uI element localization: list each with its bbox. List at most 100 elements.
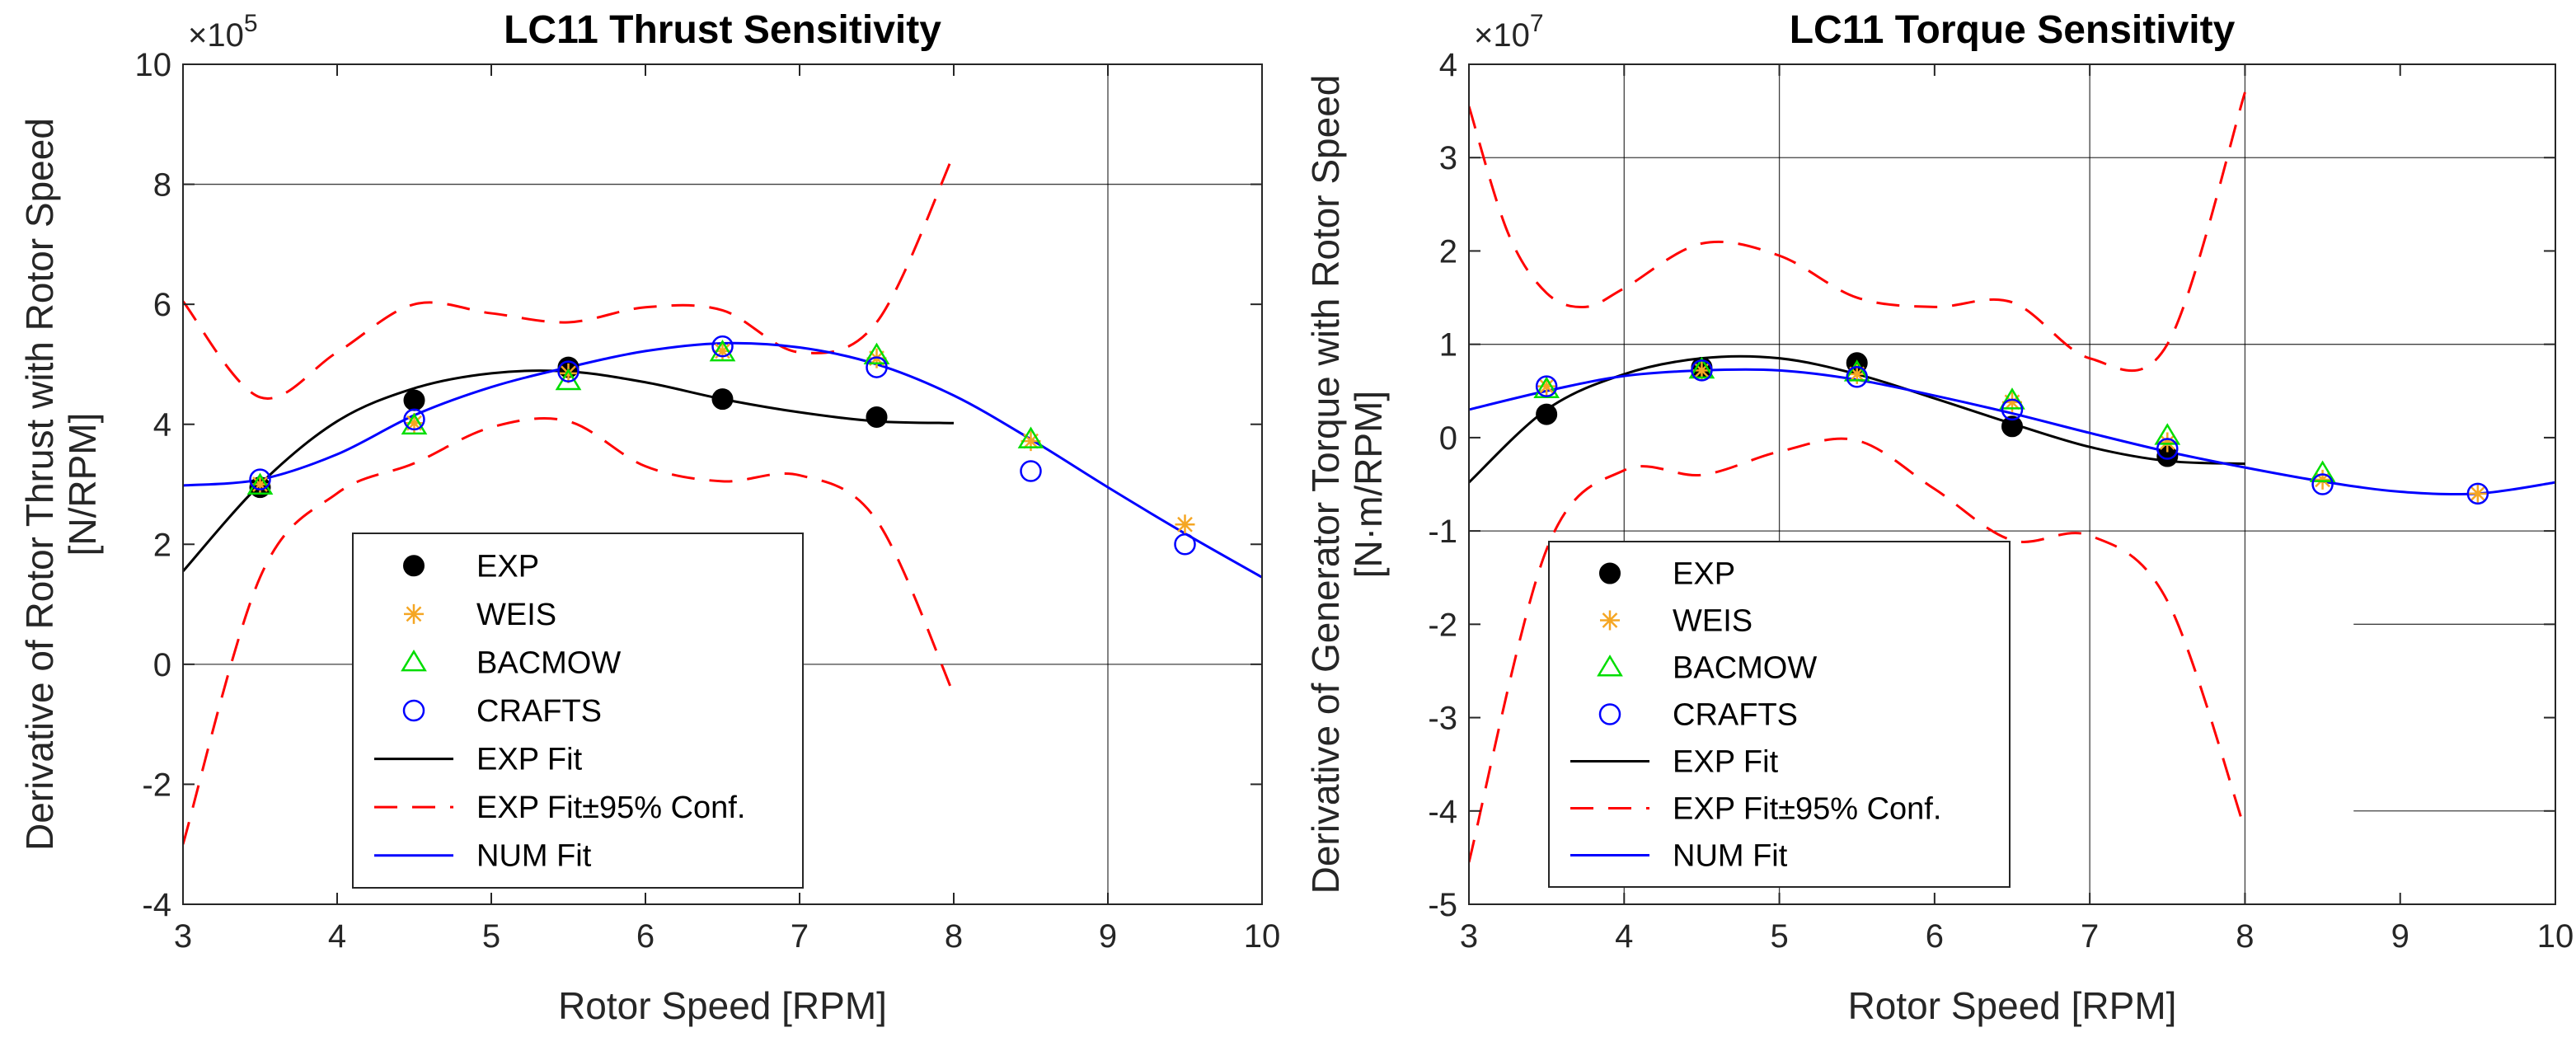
point-weis	[404, 413, 425, 434]
point-weis	[2002, 392, 2022, 412]
legend-marker	[402, 699, 425, 722]
y-tick-label: -4	[142, 887, 171, 923]
point-weis	[1537, 376, 1557, 396]
legend-label: CRAFTS	[476, 694, 602, 729]
point-bacmow	[709, 339, 736, 362]
chart-title: LC11 Thrust Sensitivity	[504, 8, 941, 52]
legend-label: EXP	[476, 549, 539, 584]
x-tick-label: 7	[791, 918, 809, 955]
y-tick-label: -3	[1428, 701, 1457, 737]
legend: EXP WEIS BACMOW CRAFTS EXP Fit EXP Fit±95% Co…	[1548, 541, 2011, 888]
series-exp-fit-95-conf-lower-line	[1469, 437, 2246, 863]
y-axis-label-line-1: Derivative of Rotor Thrust with Rotor Sp…	[18, 118, 61, 851]
y-multiplier-exp: 5	[244, 10, 258, 37]
legend-marker	[1597, 655, 1623, 677]
y-tick-label: -4	[1428, 794, 1457, 830]
y-tick-label: 6	[153, 287, 171, 323]
point-crafts	[557, 360, 579, 382]
legend-label: CRAFTS	[1673, 698, 1798, 733]
x-axis-label: Rotor Speed [RPM]	[558, 984, 887, 1027]
legend-marker	[1598, 703, 1621, 725]
x-tick-label: 8	[2236, 918, 2254, 955]
y-axis-label-line-1: Derivative of Generator Torque with Roto…	[1304, 75, 1347, 894]
legend-box	[352, 533, 804, 889]
point-exp	[866, 406, 888, 428]
legend-label: NUM Fit	[476, 839, 592, 874]
series-num-fit-line	[183, 341, 1262, 579]
x-tick-label: 5	[1770, 918, 1788, 955]
y-multiplier-exp: 7	[1530, 10, 1544, 37]
point-crafts	[711, 335, 734, 358]
point-crafts	[1020, 460, 1042, 482]
point-weis	[2157, 432, 2178, 453]
point-exp	[1536, 403, 1558, 425]
point-bacmow	[863, 342, 890, 365]
x-tick-label: 9	[1099, 918, 1117, 955]
point-bacmow	[1999, 387, 2025, 410]
axes-box	[182, 63, 1263, 905]
legend: EXP WEIS BACMOW CRAFTS EXP Fit EXP Fit±95% Co…	[352, 533, 804, 889]
y-multiplier: ×107	[1474, 10, 1544, 54]
x-tick-label: 4	[1615, 918, 1633, 955]
legend-box	[1548, 541, 2011, 888]
point-crafts	[1535, 375, 1558, 397]
y-tick-label: -5	[1428, 887, 1457, 923]
legend-marker	[401, 649, 427, 672]
legend-label: WEIS	[476, 598, 556, 632]
y-tick-label: 3	[1439, 140, 1457, 176]
point-crafts	[1846, 366, 1868, 388]
y-tick-label: 0	[153, 647, 171, 683]
point-weis	[1692, 360, 1712, 381]
legend-marker	[404, 603, 424, 624]
point-exp	[711, 388, 734, 411]
y-tick-label: 4	[153, 407, 171, 443]
x-tick-label: 3	[1460, 918, 1478, 955]
point-bacmow	[1017, 426, 1044, 448]
y-tick-label: -2	[142, 767, 171, 803]
legend-label: EXP Fit	[476, 743, 583, 777]
y-multiplier-base: ×10	[1474, 17, 1530, 54]
legend-label: BACMOW	[476, 645, 621, 680]
x-tick-label: 4	[328, 918, 346, 955]
point-crafts	[866, 356, 888, 378]
x-tick-label: 10	[2537, 918, 2574, 955]
series-group	[183, 153, 1262, 845]
legend-label: BACMOW	[1673, 651, 1817, 686]
series-exp-fit-95-conf-line	[1469, 92, 2246, 373]
legend-label: NUM Fit	[1673, 839, 1788, 874]
point-weis	[712, 340, 733, 361]
point-crafts	[1174, 533, 1196, 556]
chart-title: LC11 Torque Sensitivity	[1790, 8, 2236, 52]
y-axis-label-line-2: [N·m/RPM]	[1347, 391, 1390, 578]
x-tick-label: 6	[1926, 918, 1944, 955]
y-tick-label: 2	[1439, 233, 1457, 270]
y-multiplier-base: ×10	[188, 17, 244, 54]
point-weis	[2312, 469, 2333, 490]
legend-label: WEIS	[1673, 604, 1753, 639]
y-tick-label: 10	[135, 47, 172, 83]
legend-label: EXP Fit±95% Conf.	[476, 791, 745, 825]
x-axis-label: Rotor Speed [RPM]	[1848, 984, 2177, 1027]
series-exp-fit-95-conf-lower-line	[183, 417, 955, 845]
x-tick-label: 5	[482, 918, 500, 955]
point-weis	[2467, 483, 2488, 504]
legend-label: EXP Fit	[1673, 745, 1779, 780]
y-multiplier: ×105	[188, 10, 258, 54]
point-crafts	[403, 408, 425, 431]
point-crafts	[2001, 398, 2024, 421]
y-tick-label: -2	[1428, 607, 1457, 643]
x-tick-label: 7	[2081, 918, 2099, 955]
point-weis	[1175, 514, 1195, 535]
point-bacmow	[2309, 460, 2336, 482]
x-tick-label: 9	[2391, 918, 2409, 955]
x-tick-label: 3	[174, 918, 192, 955]
y-tick-label: 8	[153, 167, 171, 204]
point-weis	[558, 363, 579, 383]
legend-label: EXP	[1673, 557, 1735, 592]
series-exp-fit-95-conf-line	[183, 153, 955, 400]
point-exp	[2001, 415, 2023, 438]
x-tick-label: 8	[945, 918, 963, 955]
y-axis-label-line-2: [N/RPM]	[61, 413, 104, 556]
